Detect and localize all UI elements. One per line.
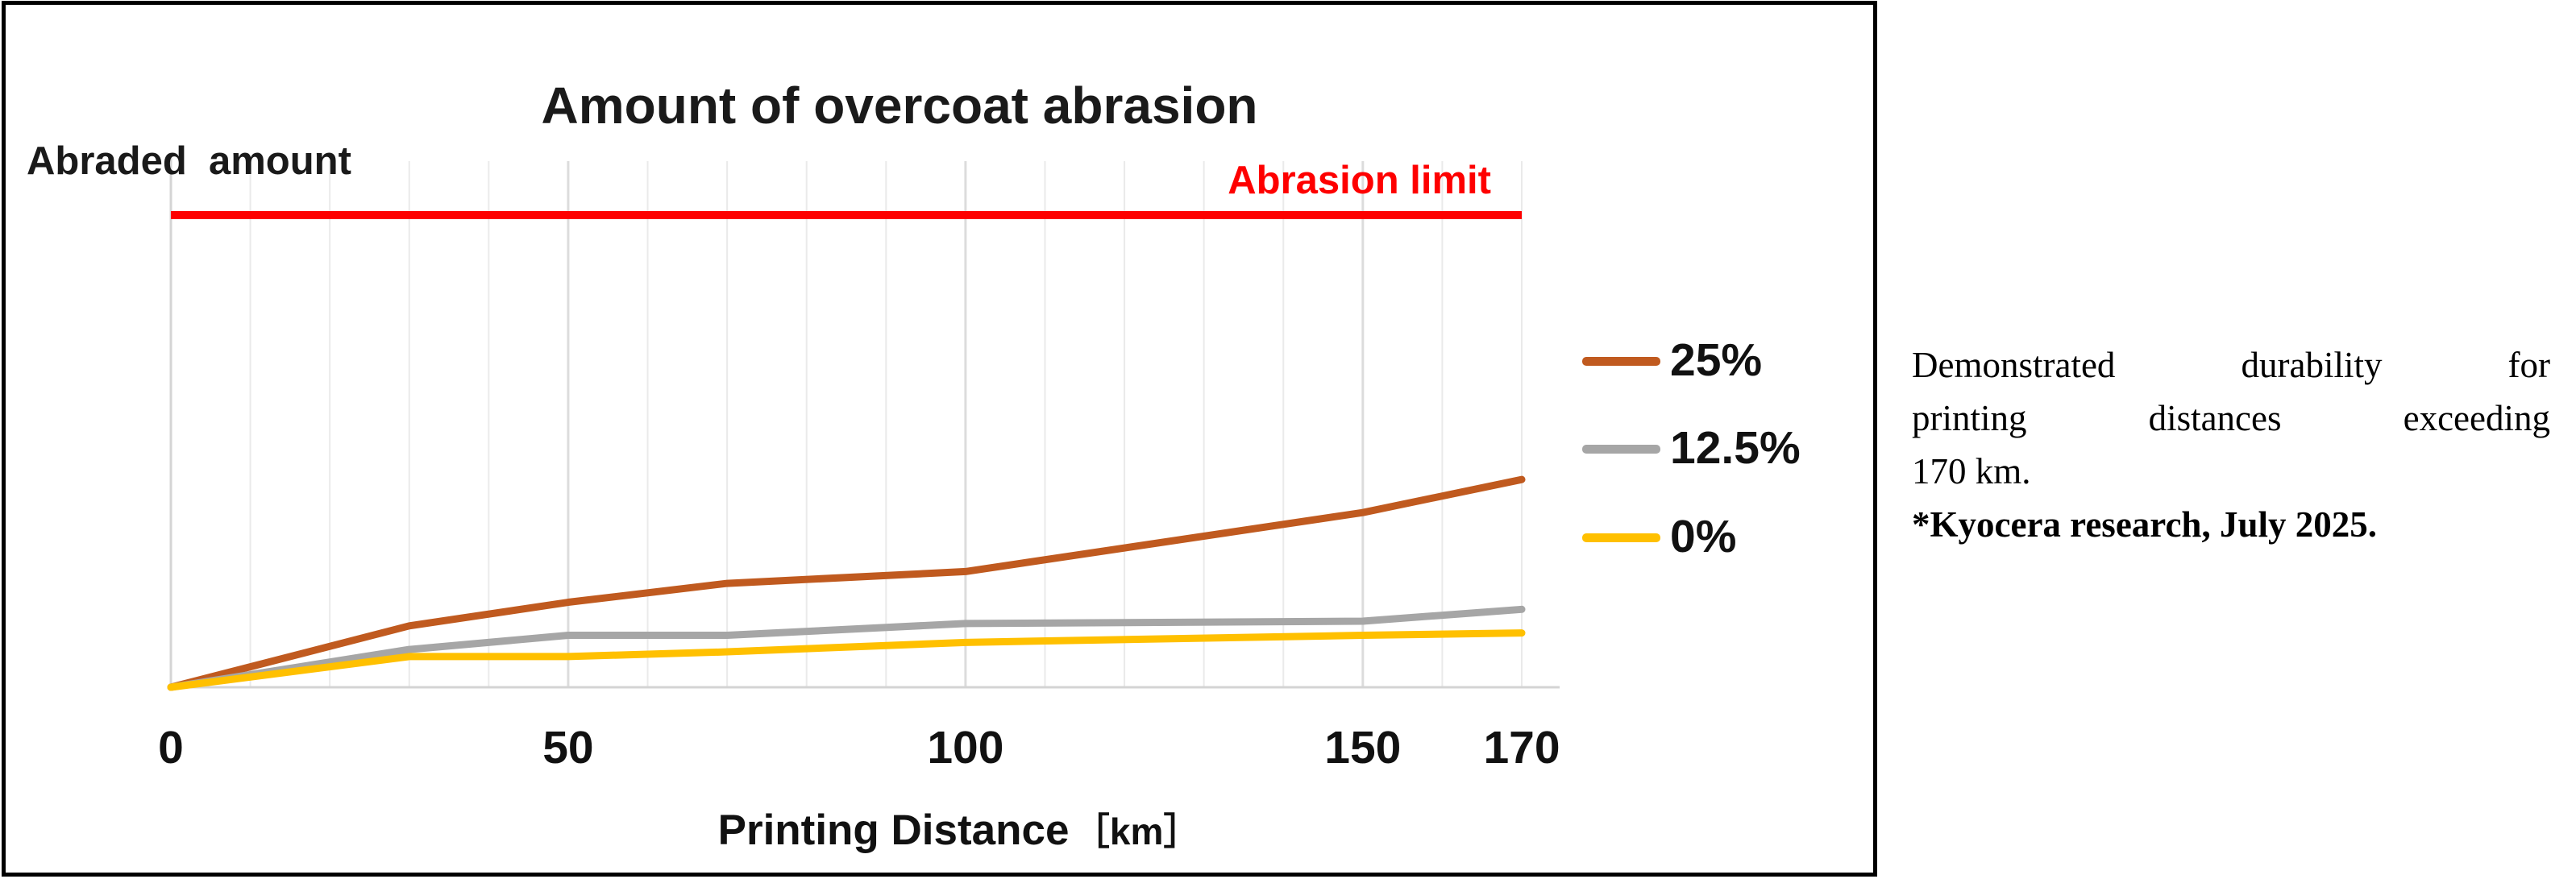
- side-note-credit: *Kyocera research, July 2025.: [1912, 504, 2377, 545]
- y-axis-label: Abraded amount: [27, 139, 351, 183]
- side-note-line: printing distances exceeding: [1912, 398, 2550, 438]
- x-axis-unit: ［km］: [1072, 811, 1201, 852]
- chart-frame: [2, 1, 1877, 877]
- legend-label-12.5%: 12.5%: [1670, 422, 1801, 474]
- legend-line-0%: [1582, 533, 1660, 542]
- legend-label-25%: 25%: [1670, 334, 1763, 386]
- series-line-0%: [167, 629, 1526, 691]
- legend-line-25%: [1582, 357, 1660, 366]
- x-axis-label-text: Printing Distance: [717, 806, 1070, 854]
- series-line-25%: [167, 475, 1526, 691]
- abrasion-limit-label: Abrasion limit: [1228, 159, 1491, 202]
- x-tick-170: 170: [1483, 722, 1560, 773]
- side-note: Demonstrated durability for printing dis…: [1912, 338, 2550, 551]
- x-tick-150: 150: [1324, 722, 1402, 773]
- chart-title: Amount of overcoat abrasion: [541, 77, 1258, 135]
- legend-line-12.5%: [1582, 445, 1660, 454]
- x-tick-50: 50: [542, 722, 594, 773]
- x-axis-label: Printing Distance ［km］: [596, 802, 1322, 856]
- x-tick-0: 0: [158, 722, 184, 773]
- side-note-line: 170 km.: [1912, 451, 2031, 491]
- side-note-line: Demonstrated durability for: [1912, 345, 2550, 385]
- series-line-12.5%: [167, 605, 1526, 691]
- x-tick-100: 100: [927, 722, 1004, 773]
- legend-label-0%: 0%: [1670, 511, 1737, 562]
